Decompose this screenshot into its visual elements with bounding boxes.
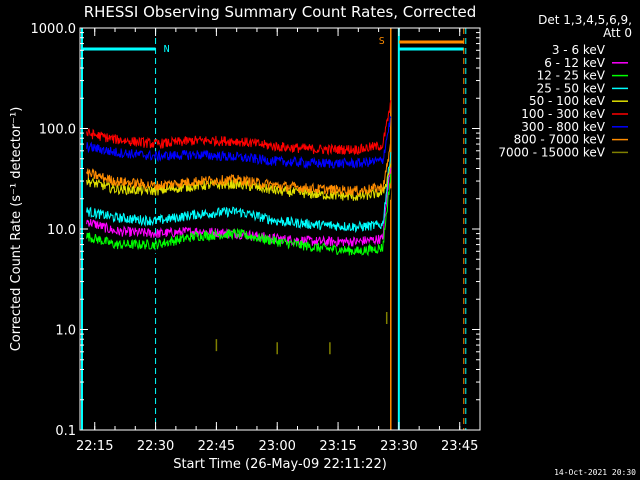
legend-entry-label-6: 300 - 800 keV [521,120,605,134]
legend-header-line2: Att 0 [603,26,632,40]
y-tick-label-3: 100.0 [39,123,76,138]
x-tick-label-1: 22:30 [137,439,174,454]
axis-layer: 22:15 22:30 22:45 23:00 23:15 23:30 23:45 0.1 1.… [31,22,481,454]
series-line-5 [86,100,392,156]
legend-entry-label-0: 3 - 6 keV [552,43,606,57]
legend-header-line1: Det 1,3,4,5,6,9, [538,13,632,27]
series-line-0 [86,188,392,279]
series-line-3 [86,152,392,234]
y-tick-label-4: 1000.0 [31,22,77,37]
legend-entry-label-1: 6 - 12 keV [544,56,606,70]
chart-title: RHESSI Observing Summary Count Rates, Co… [84,3,477,21]
y-tick-label-2: 10.0 [47,223,76,238]
y-axis-label: Corrected Count Rate (s⁻¹ detector⁻¹) [9,107,24,352]
x-tick-label-5: 23:30 [380,439,417,454]
flag-layer: NS [81,28,467,430]
n-flag-label: N [164,44,170,55]
series-line-6 [86,116,392,170]
x-tick-label-0: 22:15 [76,439,113,454]
legend-entry-label-8: 7000 - 15000 keV [498,145,605,159]
legend-entry-label-3: 25 - 50 keV [537,81,606,95]
legend-entry-label-5: 100 - 300 keV [521,107,605,121]
x-axis-label: Start Time (26-May-09 22:11:22) [173,457,387,472]
footer-date: 14-Oct-2021 20:30 [554,468,636,477]
series-line-2 [86,173,392,257]
legend-entry-label-4: 50 - 100 keV [529,94,606,108]
series-line-7 [86,143,392,197]
s-flag-label: S [379,36,385,47]
y-tick-label-1: 1.0 [55,324,76,339]
x-tick-label-6: 23:45 [441,439,478,454]
y-tick-label-0: 0.1 [55,424,76,439]
x-tick-label-2: 22:45 [198,439,235,454]
series-line-8 [215,312,388,355]
legend-entry-label-2: 12 - 25 keV [537,69,606,83]
x-tick-label-4: 23:15 [319,439,356,454]
series-layer [86,100,392,355]
x-tick-label-3: 23:00 [258,439,295,454]
series-line-4 [86,163,392,201]
legend-entry-label-7: 800 - 7000 keV [514,133,606,147]
